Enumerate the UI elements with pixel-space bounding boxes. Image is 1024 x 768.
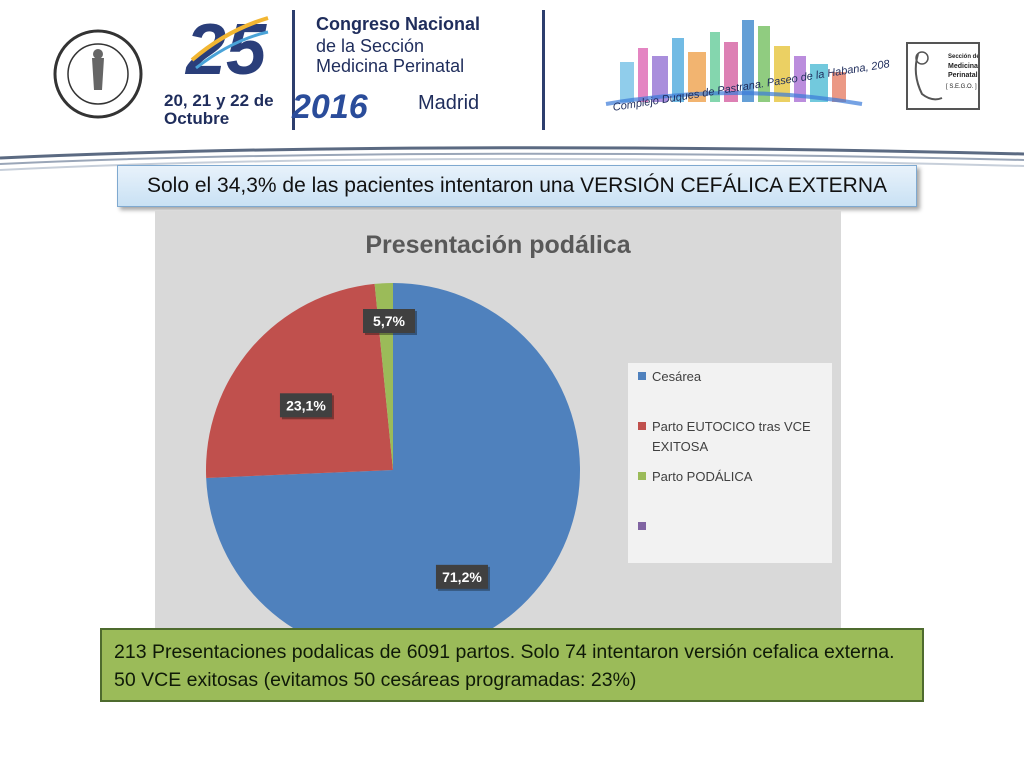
congress-city: Madrid	[418, 92, 480, 114]
svg-text:Medicina: Medicina	[948, 63, 978, 70]
section-logo: Sección de Medicina Perinatal [ S.E.G.O.…	[906, 42, 980, 110]
madrid-skyline-illustration	[605, 20, 863, 106]
twenty-five-logo: 25	[184, 10, 269, 84]
legend-swatch	[638, 372, 646, 380]
congress-dates: 20, 21 y 22 de Octubre	[164, 91, 274, 128]
congress-header: 25 20, 21 y 22 de Octubre Congreso Nacio…	[0, 0, 1024, 175]
pie-slices	[206, 283, 580, 631]
pie-data-label-text: 5,7%	[373, 313, 405, 329]
svg-text:Sección de: Sección de	[948, 54, 980, 60]
congress-title: Congreso Nacional	[316, 14, 481, 34]
legend-swatch	[638, 472, 646, 480]
summary-note: 213 Presentaciones podalicas de 6091 par…	[114, 641, 895, 691]
slide-title-box: Solo el 34,3% de las pacientes intentaro…	[117, 165, 917, 207]
congress-year: 2016	[292, 88, 368, 126]
pie-data-label: 5,7%	[363, 309, 417, 335]
svg-text:Perinatal: Perinatal	[948, 72, 978, 79]
header-divider	[542, 10, 545, 130]
pie-slice-2	[206, 283, 393, 478]
pie-data-label: 71,2%	[435, 564, 490, 591]
congress-subtitle-line: Medicina Perinatal	[316, 56, 465, 76]
legend-label: Cesárea	[652, 369, 702, 384]
pie-slice-1	[206, 283, 580, 631]
pie-data-label-text: 71,2%	[442, 569, 482, 585]
slide-title: Solo el 34,3% de las pacientes intentaro…	[146, 174, 888, 197]
chart-title: Presentación podálica	[365, 231, 631, 259]
header-divider	[292, 10, 295, 130]
legend-swatch	[638, 522, 646, 530]
legend-label: Parto PODÁLICA	[652, 469, 753, 484]
pie-data-label-text: 23,1%	[286, 397, 326, 413]
legend-label: Parto EUTOCICO tras VCE EXITOSA	[652, 419, 811, 454]
pie-chart-area: Presentación podálica 71,2% 23,1% 5,7% Ces…	[155, 211, 841, 631]
chart-legend: Cesárea Parto EUTOCICO tras VCE EXITOSA …	[628, 363, 832, 563]
pie-data-labels: 71,2% 23,1% 5,7%	[279, 309, 490, 591]
summary-note-box: 213 Presentaciones podalicas de 6091 par…	[100, 628, 924, 702]
legend-swatch	[638, 422, 646, 430]
sego-seal-logo	[53, 29, 143, 119]
congress-subtitle-line: de la Sección	[316, 36, 425, 56]
header-swoosh	[0, 146, 1024, 171]
svg-text:[ S.E.G.O. ]: [ S.E.G.O. ]	[946, 84, 977, 90]
pie-data-label: 23,1%	[279, 393, 334, 420]
pie-chart: Presentación podálica 71,2% 23,1% 5,7%	[206, 231, 632, 631]
